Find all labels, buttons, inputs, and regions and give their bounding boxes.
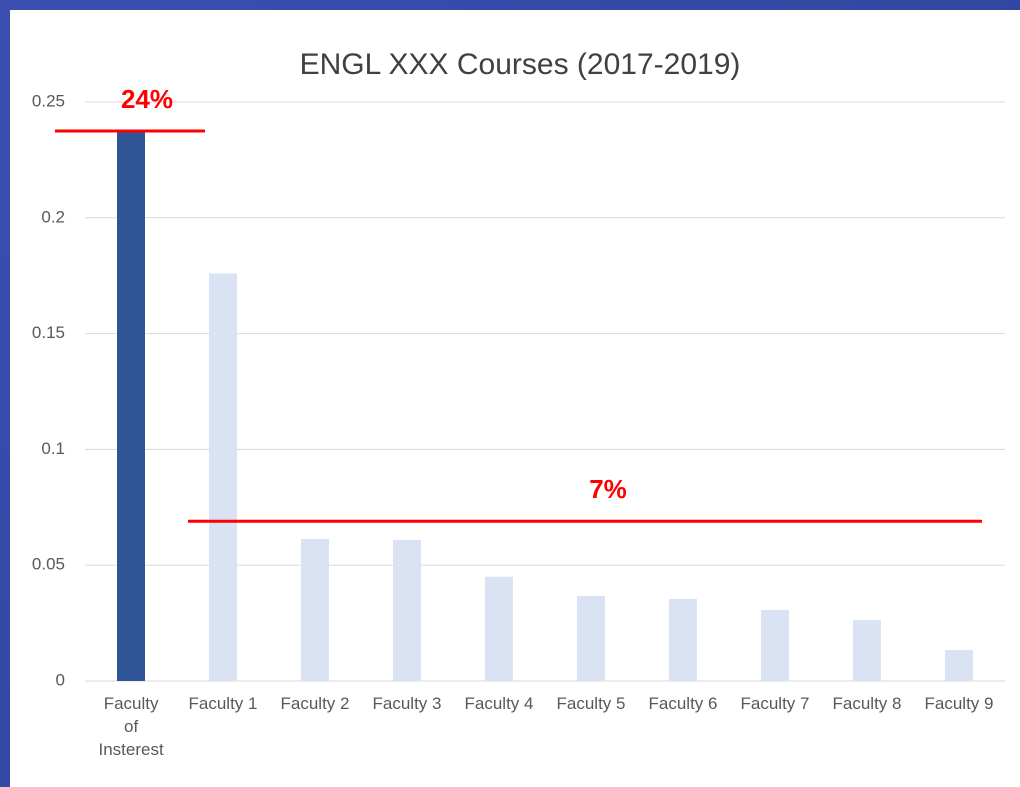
x-tick-label: Faculty 8 [832,694,902,713]
y-tick-label: 0.25 [32,91,65,110]
x-tick-label: Faculty 1 [188,694,258,713]
x-tick-label: Faculty 9 [924,694,994,713]
x-tick-label: Faculty 4 [464,694,534,713]
bar [577,596,605,681]
x-tick-label: Faculty of Insterest [98,694,164,759]
x-tick-label: Faculty 7 [740,694,810,713]
bar [393,539,421,681]
chart-title: ENGL XXX Courses (2017-2019) [300,48,741,81]
x-tick-label: Faculty 2 [280,694,350,713]
bar [853,620,881,681]
bar [209,273,237,681]
y-tick-label: 0.1 [41,439,65,458]
y-tick-label: 0.05 [32,555,65,574]
y-tick-label: 0 [56,670,65,689]
bar [485,576,513,681]
annotation-label: 24% [121,84,173,114]
y-tick-label: 0.15 [32,323,65,342]
x-tick-label: Faculty 6 [648,694,718,713]
annotation-label: 7% [589,474,627,504]
chart-area [10,10,1020,787]
y-tick-label: 0.2 [41,207,65,226]
bar [117,132,145,681]
bar [669,599,697,681]
bar [761,609,789,681]
bar [301,539,329,681]
bar [945,649,973,681]
x-tick-label: Faculty 5 [556,694,626,713]
x-tick-label: Faculty 3 [372,694,442,713]
